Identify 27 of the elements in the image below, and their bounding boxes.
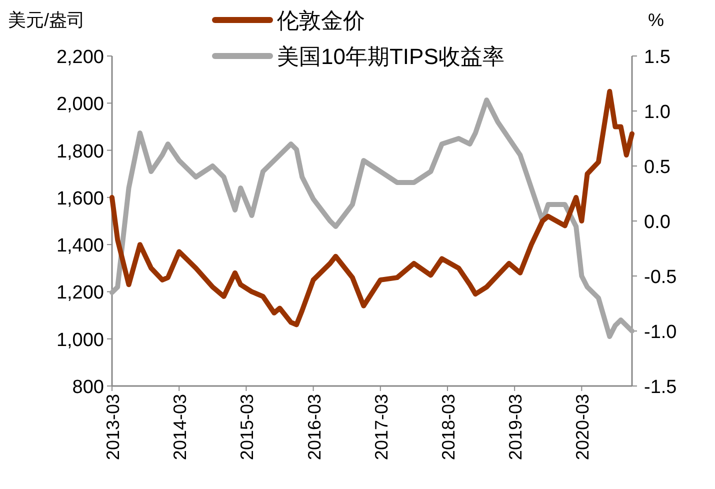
x-tick-label: 2014-03 (170, 394, 190, 460)
legend-label: 美国10年期TIPS收益率 (277, 44, 504, 69)
legend-label: 伦敦金价 (277, 8, 365, 33)
x-tick-label: 2019-03 (506, 394, 526, 460)
x-tick-label: 2020-03 (572, 394, 593, 460)
y2-tick-label: 1.0 (644, 102, 670, 123)
y2-axis-title: % (648, 10, 664, 30)
y2-tick-label: -0.5 (644, 267, 677, 288)
y-tick-label: 2,000 (56, 94, 104, 116)
y2-tick-label: -1.0 (644, 322, 677, 343)
x-tick-label: 2016-03 (304, 394, 324, 460)
y2-tick-label: 0.5 (644, 157, 670, 178)
y-tick-label: 800 (72, 377, 104, 398)
x-tick-label: 2017-03 (371, 394, 392, 460)
y-axis-title: 美元/盎司 (8, 10, 86, 30)
y-tick-label: 1,000 (56, 330, 104, 351)
x-tick-label: 2015-03 (237, 394, 258, 460)
y-tick-label: 1,800 (56, 141, 104, 162)
y2-tick-label: -1.5 (644, 377, 677, 398)
x-tick-label: 2018-03 (438, 394, 458, 460)
y-tick-label: 1,200 (56, 282, 104, 304)
y2-tick-label: 1.5 (644, 47, 670, 68)
y-tick-label: 1,400 (56, 236, 104, 257)
x-tick-label: 2013-03 (103, 394, 123, 460)
y-tick-label: 2,200 (56, 47, 104, 68)
y2-tick-label: 0.0 (644, 212, 670, 233)
y-tick-label: 1,600 (56, 188, 104, 210)
